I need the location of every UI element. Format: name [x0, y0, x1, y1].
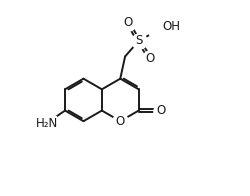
- Text: O: O: [156, 104, 166, 117]
- Text: O: O: [146, 52, 155, 65]
- Text: O: O: [123, 16, 132, 29]
- Text: H₂N: H₂N: [36, 117, 58, 130]
- Text: O: O: [116, 115, 125, 128]
- Text: OH: OH: [162, 20, 180, 33]
- Text: S: S: [135, 34, 142, 47]
